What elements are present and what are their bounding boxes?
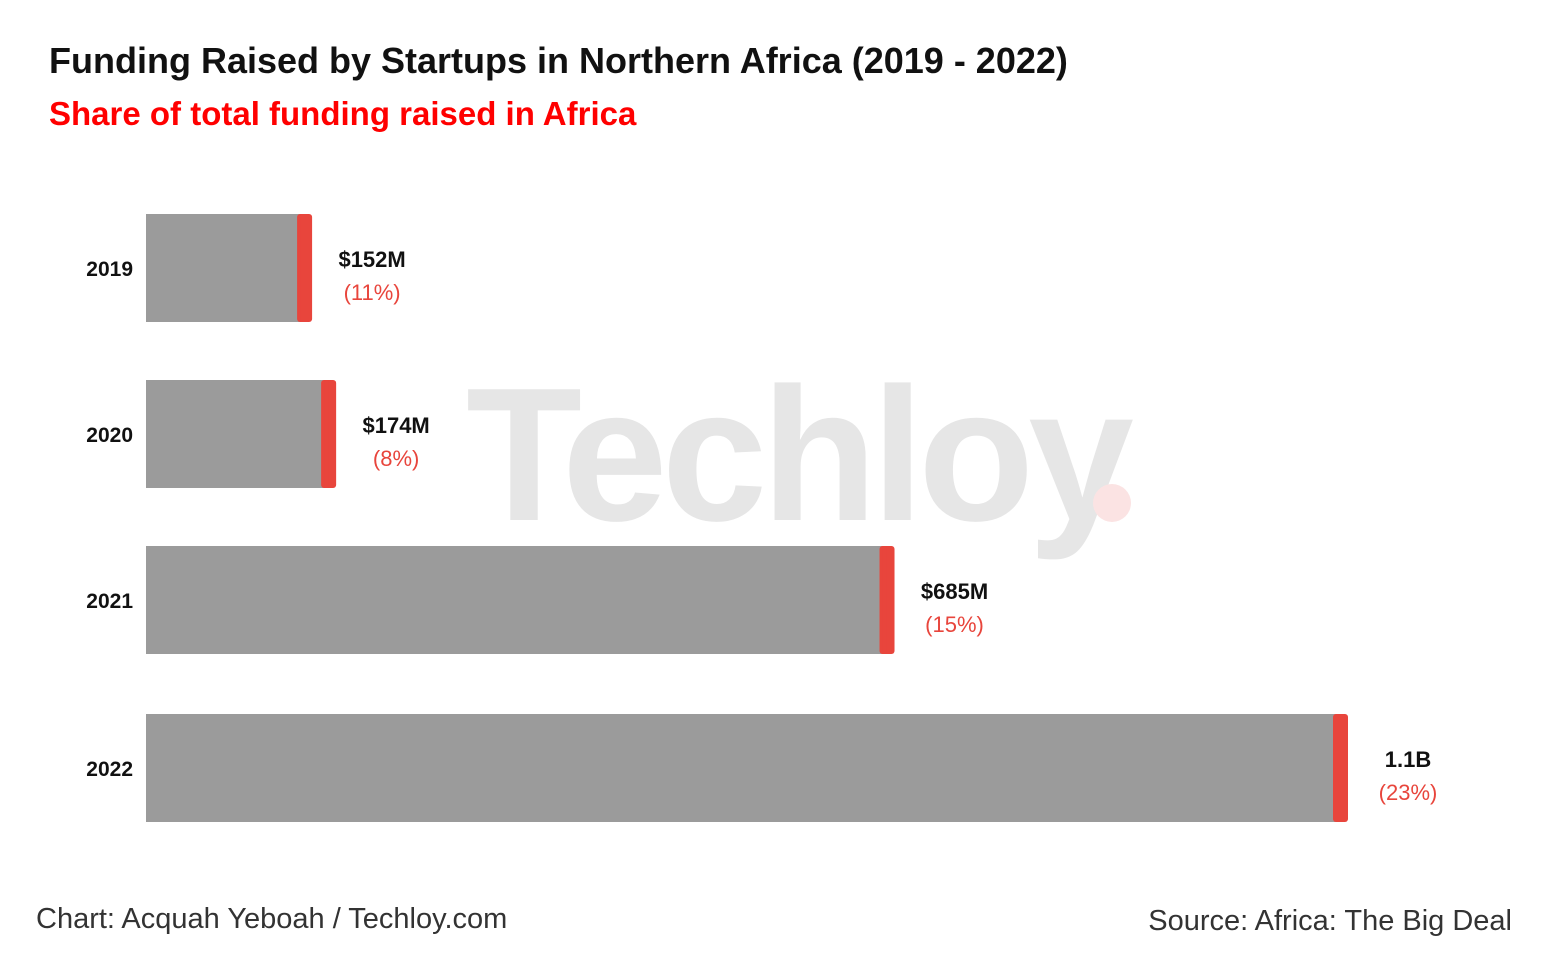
- value-label-2022: 1.1B: [1385, 747, 1431, 772]
- bar-accent-join-2021: [882, 546, 887, 654]
- share-label-2019: (11%): [344, 280, 401, 305]
- chart-subtitle: Share of total funding raised in Africa: [49, 95, 637, 132]
- bar-accent-2020: [321, 380, 337, 488]
- bar-accent-2022: [1333, 714, 1348, 822]
- value-label-2019: $152M: [338, 247, 405, 272]
- chart-credit: Chart: Acquah Yeboah / Techloy.com: [36, 903, 508, 935]
- bar-2021: [146, 546, 883, 654]
- share-label-2022: (23%): [1379, 780, 1438, 805]
- category-label-2021: 2021: [86, 590, 133, 613]
- bar-accent-2019: [297, 214, 313, 322]
- value-label-2020: $174M: [362, 413, 429, 438]
- bar-2019: [146, 214, 301, 322]
- chart-source: Source: Africa: The Big Deal: [1148, 905, 1512, 937]
- bar-2022: [146, 714, 1336, 822]
- share-label-2021: (15%): [925, 612, 984, 637]
- bar-accent-join-2022: [1336, 714, 1340, 822]
- share-label-2020: (8%): [373, 446, 419, 471]
- chart-title: Funding Raised by Startups in Northern A…: [49, 40, 1068, 81]
- bar-accent-join-2019: [300, 214, 305, 322]
- category-label-2019: 2019: [86, 258, 133, 281]
- bar-accent-2021: [879, 546, 895, 654]
- bar-2020: [146, 380, 325, 488]
- bar-accent-join-2020: [324, 380, 329, 488]
- value-label-2021: $685M: [921, 579, 988, 604]
- category-label-2022: 2022: [86, 758, 133, 781]
- category-label-2020: 2020: [86, 424, 133, 447]
